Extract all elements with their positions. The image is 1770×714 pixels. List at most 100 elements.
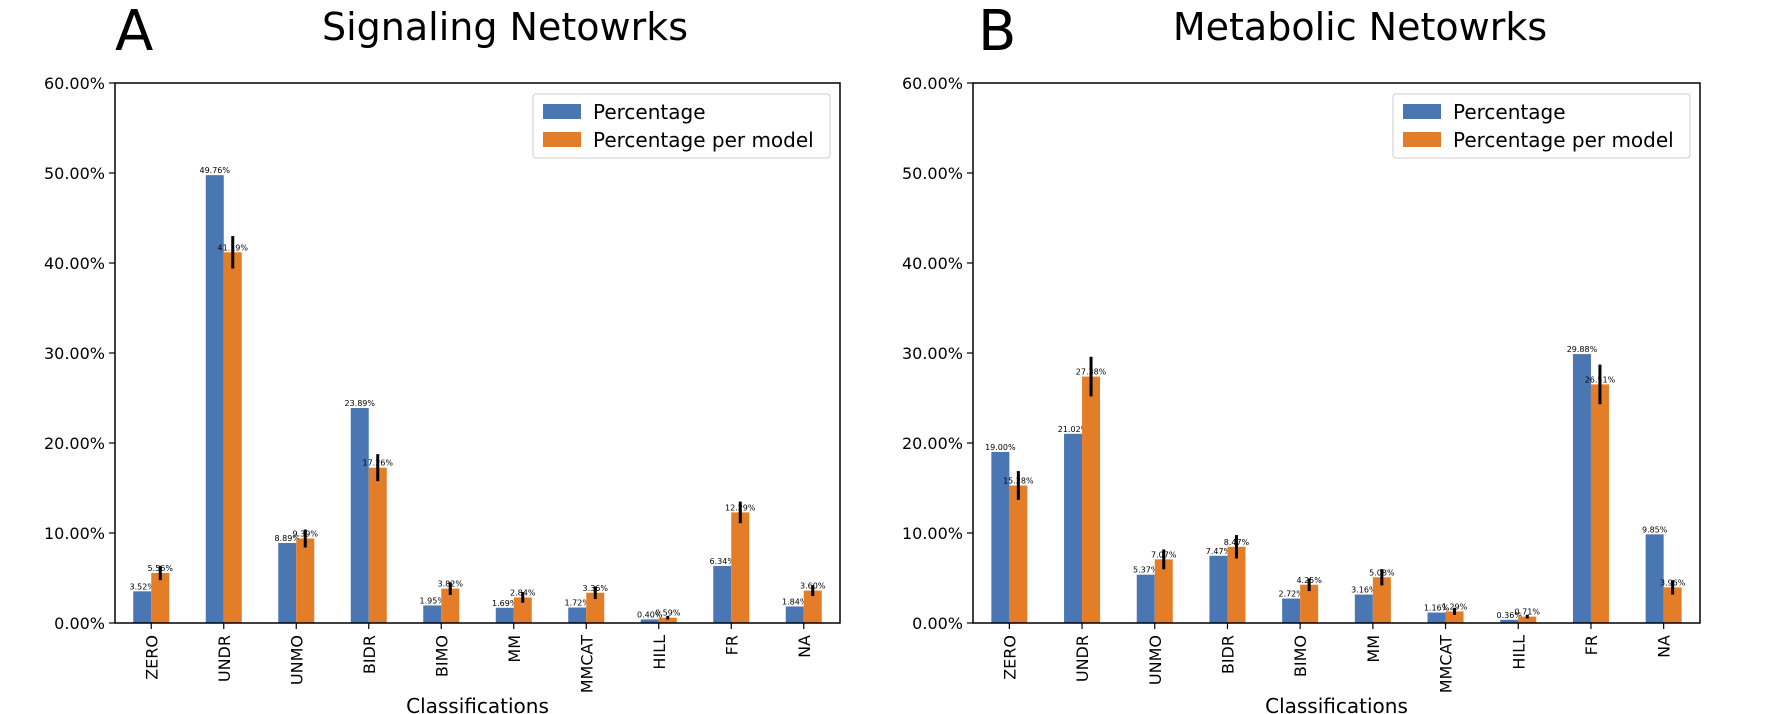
bar-value-label: 27.38% xyxy=(1076,368,1107,377)
bar-percentage xyxy=(205,175,224,623)
bar-value-label: 8.47% xyxy=(1224,538,1250,547)
bar-value-label: 2.72% xyxy=(1278,590,1304,599)
legend-label: Percentage per model xyxy=(593,128,814,152)
y-tick-label: 50.00% xyxy=(902,164,963,183)
bar-value-label: 15.28% xyxy=(1003,476,1034,485)
y-tick-label: 0.00% xyxy=(912,614,963,633)
bar-percentage xyxy=(785,606,804,623)
bar-value-label: 6.34% xyxy=(710,557,736,566)
bar-value-label: 1.69% xyxy=(492,599,518,608)
bar-value-label: 0.59% xyxy=(655,609,681,618)
legend-label: Percentage xyxy=(1453,100,1566,124)
y-tick-label: 60.00% xyxy=(902,74,963,93)
bar-value-label: 12.29% xyxy=(725,503,756,512)
x-tick-label: NA xyxy=(1655,635,1674,658)
x-tick-label: ZERO xyxy=(1000,635,1019,680)
bar-value-label: 0.71% xyxy=(1515,608,1541,617)
bar-value-label: 17.26% xyxy=(362,459,393,468)
bar-value-label: 2.84% xyxy=(510,588,536,597)
bar-percentage xyxy=(1500,619,1519,623)
bar-value-label: 7.07% xyxy=(1151,550,1177,559)
plot-frame xyxy=(114,82,841,624)
x-tick-label: UNMO xyxy=(1146,635,1165,685)
bar-value-label: 1.16% xyxy=(1424,604,1450,613)
x-tick-label: UNMO xyxy=(287,635,306,685)
x-axis-label: Classifications xyxy=(1265,694,1408,714)
x-tick-label: BIDR xyxy=(360,635,379,674)
panel-metabolic: B Metabolic Netowrks Classifications 0.0… xyxy=(902,0,1701,714)
legend-box xyxy=(532,93,831,159)
panel-signaling: A Signaling Netowrks Classifications 0.0… xyxy=(44,0,841,714)
bar-percentage-per-model xyxy=(1227,546,1246,623)
bar-value-label: 8.89% xyxy=(275,534,301,543)
bar-value-label: 9.39% xyxy=(293,529,319,538)
bar-value-label: 5.37% xyxy=(1133,566,1159,575)
legend-swatch xyxy=(1403,104,1441,119)
bar-percentage xyxy=(1064,433,1083,623)
x-tick-label: FR xyxy=(722,635,741,655)
x-tick-label: ZERO xyxy=(142,635,161,680)
x-tick-label: FR xyxy=(1582,635,1601,655)
y-tick-label: 10.00% xyxy=(902,524,963,543)
bar-percentage xyxy=(495,607,514,623)
x-tick-label: MMCAT xyxy=(1437,635,1456,693)
bar-percentage-per-model xyxy=(803,590,822,623)
legend-label: Percentage xyxy=(593,100,706,124)
bar-value-label: 0.40% xyxy=(637,610,663,619)
bar-value-label: 3.16% xyxy=(1351,586,1377,595)
bar-percentage-per-model xyxy=(1372,577,1391,623)
panel-letter: A xyxy=(115,0,153,64)
bar-value-label: 1.95% xyxy=(420,596,446,605)
bar-value-label: 1.84% xyxy=(782,597,808,606)
legend: Percentage Percentage per model xyxy=(1392,93,1691,159)
bar-percentage xyxy=(1209,555,1228,623)
x-tick-label: MM xyxy=(505,635,524,663)
x-tick-label: UNDR xyxy=(215,635,234,682)
bar-percentage xyxy=(350,407,369,623)
bar-value-label: 3.82% xyxy=(438,580,464,589)
bar-percentage-per-model xyxy=(368,467,387,623)
bar-percentage xyxy=(1136,574,1155,623)
panel-letter: B xyxy=(978,0,1016,64)
bar-percentage-per-model xyxy=(513,597,532,623)
legend-box xyxy=(1392,93,1691,159)
y-tick-label: 60.00% xyxy=(44,74,105,93)
bar-percentage xyxy=(1354,594,1373,623)
y-tick-label: 40.00% xyxy=(44,254,105,273)
x-tick-label: MMCAT xyxy=(577,635,596,693)
bar-percentage-per-model xyxy=(1154,559,1173,623)
bar-value-label: 23.89% xyxy=(344,399,375,408)
bar-value-label: 49.76% xyxy=(199,166,230,175)
x-tick-label: BIMO xyxy=(432,635,451,677)
bar-percentage xyxy=(640,619,659,623)
bar-value-label: 5.56% xyxy=(148,564,174,573)
legend: Percentage Percentage per model xyxy=(532,93,831,159)
bar-value-label: 9.85% xyxy=(1642,525,1668,534)
bar-value-label: 3.60% xyxy=(800,582,826,591)
bar-percentage xyxy=(991,452,1010,623)
bar-percentage-per-model xyxy=(1590,384,1609,623)
chart-title: Metabolic Netowrks xyxy=(1173,5,1547,49)
bar-value-label: 4.25% xyxy=(1296,576,1322,585)
x-tick-label: NA xyxy=(795,635,814,658)
y-tick-label: 30.00% xyxy=(902,344,963,363)
bar-value-label: 19.00% xyxy=(985,443,1016,452)
legend-swatch xyxy=(1403,132,1441,147)
bar-value-label: 29.88% xyxy=(1567,345,1598,354)
x-tick-label: UNDR xyxy=(1073,635,1092,682)
y-tick-label: 30.00% xyxy=(44,344,105,363)
bar-percentage xyxy=(568,607,587,623)
bar-percentage-per-model xyxy=(441,588,460,623)
bar-percentage xyxy=(1427,612,1446,623)
bar-percentage-per-model xyxy=(223,252,242,624)
bar-percentage xyxy=(1282,598,1301,623)
bar-value-label: 1.29% xyxy=(1442,602,1468,611)
bar-percentage-per-model xyxy=(731,512,750,623)
bar-percentage xyxy=(133,591,152,623)
bar-value-label: 1.72% xyxy=(565,599,591,608)
bar-value-label: 7.47% xyxy=(1206,547,1232,556)
x-tick-label: HILL xyxy=(1509,635,1528,670)
x-tick-label: HILL xyxy=(650,635,669,670)
y-tick-label: 0.00% xyxy=(54,614,105,633)
bar-percentage xyxy=(423,605,442,623)
